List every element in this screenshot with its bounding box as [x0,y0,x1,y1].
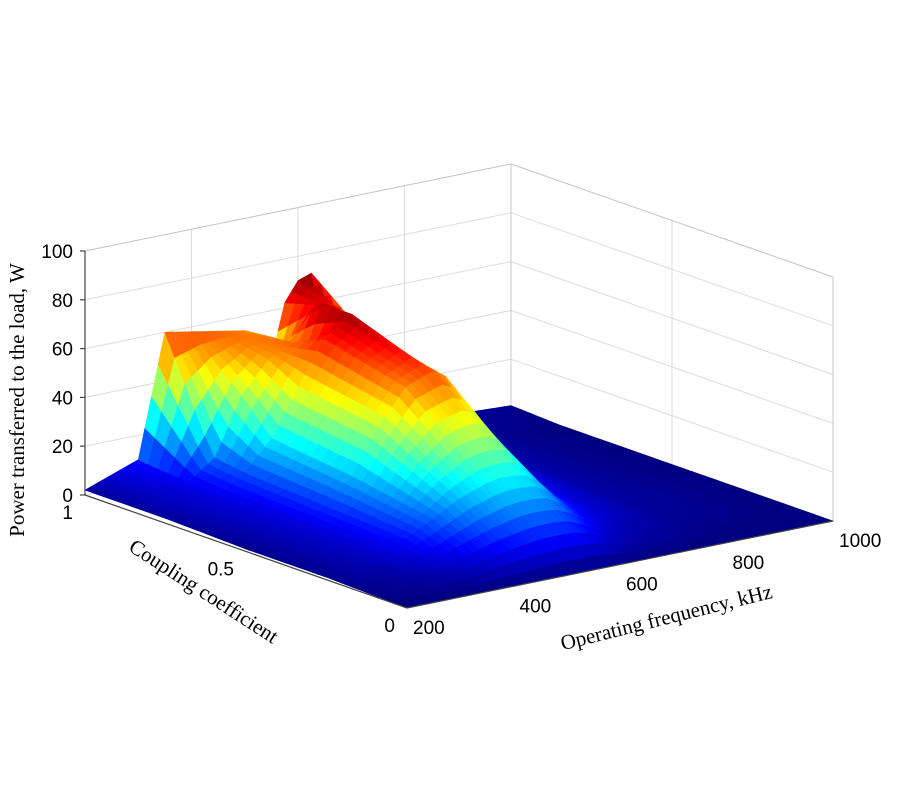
z-tick-label: 60 [52,340,73,361]
z-tick-label: 40 [52,388,73,409]
z-tick-label: 20 [52,437,73,458]
y-axis-line [84,494,408,609]
z-tick-label: 100 [41,242,73,263]
x-tick-label: 800 [733,553,765,574]
y-tick-label: 0.5 [208,560,234,581]
box-edge [84,163,512,252]
x-axis-label: Operating frequency, kHz [558,579,775,655]
front-axes [80,250,834,609]
x-tick-label: 200 [413,618,445,639]
surface-mesh [84,272,835,609]
z-axis-label: Power transferred to the load, W [5,263,29,537]
y-tick-label: 1 [62,503,73,524]
x-axis-line [406,520,834,609]
x-tick-label: 400 [520,596,552,617]
x-tick-label: 1000 [839,531,881,552]
tick-labels: 0 20 40 60 80 100 200 400 600 800 1000 0 0.5 1 [41,242,881,639]
x-tick-label: 600 [626,575,658,596]
z-tick-label: 0 [62,486,73,507]
z-tick-label: 80 [52,291,73,312]
y-tick-label: 0 [384,616,395,637]
box-edge [510,163,834,278]
